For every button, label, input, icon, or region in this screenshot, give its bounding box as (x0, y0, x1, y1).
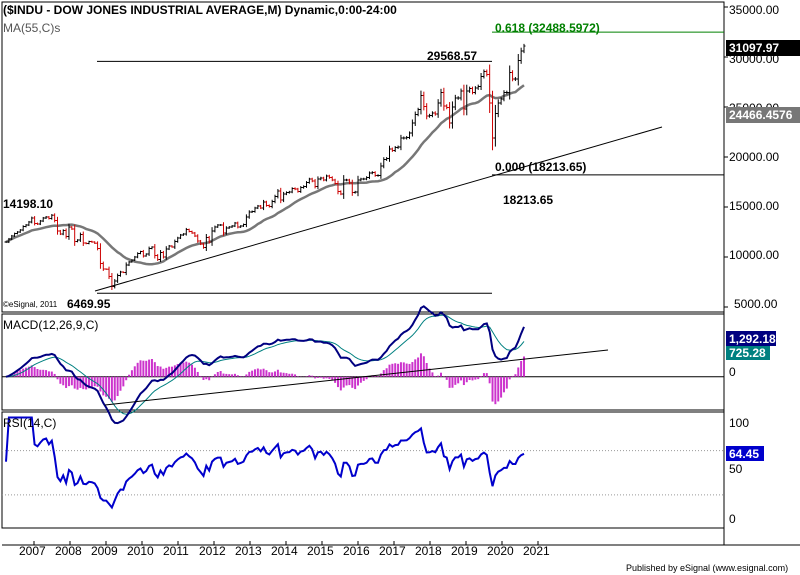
x-tick-label: 2010 (127, 544, 154, 558)
label-fib-618: 0.618 (32488.5972) (495, 21, 600, 35)
x-tick-label: 2008 (55, 544, 82, 558)
x-tick-label: 2020 (487, 544, 514, 558)
x-tick-label: 2014 (271, 544, 298, 558)
x-tick-label: 2016 (343, 544, 370, 558)
ma-value-badge (726, 107, 800, 123)
macd-trendline (104, 349, 609, 406)
panel-frame (1, 411, 725, 529)
x-tick-label: 2019 (451, 544, 478, 558)
ma-value-label: 24466.4576 (729, 108, 793, 122)
rsi-value-badge (726, 446, 764, 461)
y-tick-label: 20000.00 (729, 150, 779, 164)
x-tick-label: 2007 (19, 544, 46, 558)
y-tick-label: 10000.00 (729, 248, 779, 262)
label-low-2020: 18213.65 (503, 193, 553, 207)
label-low-2009: 6469.95 (67, 297, 111, 311)
x-tick-label: 2009 (91, 544, 118, 558)
ma-legend: MA(55,C)s (3, 21, 60, 35)
x-tick-label: 2011 (163, 544, 189, 558)
panel-frame (1, 1, 725, 313)
copyright: ©eSignal, 2011 (3, 300, 58, 309)
x-tick-label: 2018 (415, 544, 442, 558)
rsi-tick-label: 100 (729, 416, 749, 430)
x-tick-label: 2021 (523, 544, 550, 558)
rsi-line (5, 416, 525, 510)
label-fib-0: 0.000 (18213.65) (495, 160, 586, 174)
x-tick-label: 2012 (199, 544, 226, 558)
macd-panel (2, 305, 724, 425)
macd-value-badge (726, 331, 776, 346)
panel-frame (1, 313, 725, 411)
rsi-legend: RSI(14,C) (3, 416, 56, 430)
macd-legend: MACD(12,26,9,C) (3, 318, 98, 332)
x-tick-label: 2015 (307, 544, 334, 558)
rsi-tick-label: 0 (729, 512, 736, 526)
signal-value-badge (726, 346, 770, 360)
x-tick-label: 2013 (235, 544, 262, 558)
label-high-2007: 14198.10 (3, 197, 53, 211)
rsi-tick-label: 50 (729, 462, 743, 476)
y-tick-label: 15000.00 (729, 199, 779, 213)
footer-credit: Published by eSignal (www.esignal.com) (626, 563, 788, 573)
price-panel (4, 31, 724, 294)
x-tick-label: 2017 (379, 544, 406, 558)
macd-zero-label: 0 (729, 365, 736, 379)
long-term-trendline (94, 126, 663, 292)
macd-value-label: 1,292.18 (729, 332, 776, 346)
ma-line (5, 84, 525, 266)
rsi-value-label: 64.45 (729, 447, 759, 461)
y-tick-label: 5000.00 (734, 297, 778, 311)
last-price-badge (726, 40, 800, 56)
y-tick-label: 35000.00 (729, 3, 779, 17)
label-high-2020: 29568.57 (427, 49, 477, 63)
macd-line (5, 305, 525, 425)
signal-value-label: 725.28 (729, 346, 766, 360)
last-price-label: 31097.97 (729, 41, 779, 55)
chart-title: ($INDU - DOW JONES INDUSTRIAL AVERAGE,M)… (3, 3, 397, 17)
rsi-panel (2, 416, 724, 510)
panel-frames (1, 1, 800, 546)
